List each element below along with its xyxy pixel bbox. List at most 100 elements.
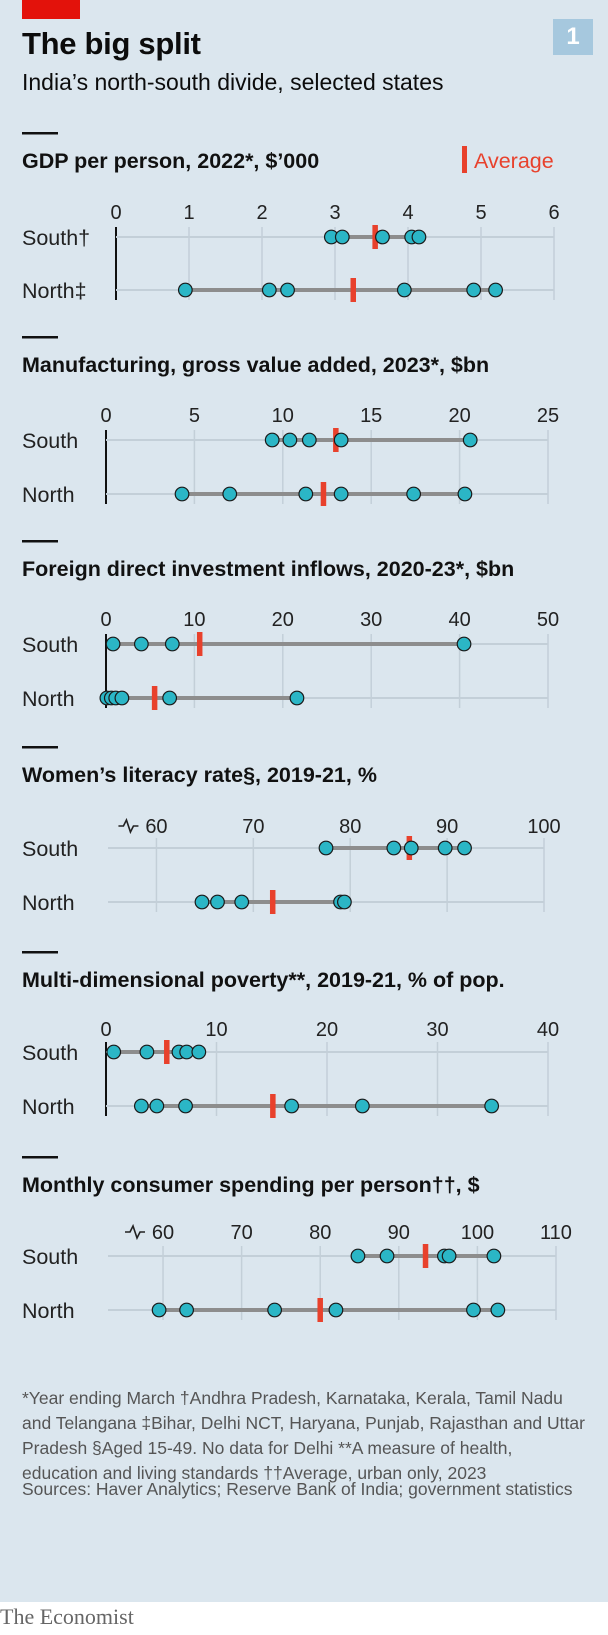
state-dot	[133, 1098, 149, 1114]
tick-label: 90	[388, 1222, 410, 1244]
state-dot	[462, 432, 478, 448]
plot-title: Multi-dimensional poverty**, 2019-21, % …	[22, 968, 505, 992]
tick-label: 70	[230, 1222, 252, 1244]
state-dot	[177, 282, 193, 298]
state-dot	[466, 282, 482, 298]
row-label: South	[22, 633, 78, 657]
tick-label: 80	[309, 1222, 331, 1244]
tick-label: 100	[461, 1222, 494, 1244]
tick-label: 2	[256, 202, 267, 224]
tick-label: 70	[242, 816, 264, 838]
tick-label: 50	[537, 609, 559, 631]
tick-label: 30	[426, 1019, 448, 1041]
state-dot	[328, 1302, 344, 1318]
state-dot	[334, 229, 350, 245]
dot-plot-3: Foreign direct investment inflows, 2020-…	[22, 540, 559, 711]
chart-number-badge: 1	[553, 19, 593, 55]
average-mark	[350, 278, 356, 302]
state-dot	[114, 690, 130, 706]
dot-plot-4: Women’s literacy rate§, 2019-21, % 60 70 80…	[22, 746, 561, 915]
row-label: North	[22, 891, 75, 915]
chart-subtitle: India’s north-south divide, selected sta…	[22, 69, 444, 95]
state-dot	[178, 1098, 193, 1114]
average-mark	[164, 1040, 170, 1064]
state-dot	[386, 840, 402, 856]
state-dot	[333, 486, 349, 502]
state-dot	[179, 1302, 194, 1318]
plot-title: GDP per person, 2022*, $’000	[22, 149, 319, 173]
brand-wordmark: The Economist	[0, 1604, 134, 1629]
dot-plot-5: Multi-dimensional poverty**, 2019-21, % …	[22, 951, 559, 1119]
average-mark	[317, 1298, 323, 1322]
state-dot	[456, 636, 472, 652]
plot-title: Manufacturing, gross value added, 2023*,…	[22, 353, 489, 377]
state-dot	[457, 840, 472, 856]
state-dot	[234, 894, 250, 910]
tick-label: 100	[527, 816, 560, 838]
state-dot	[457, 486, 473, 502]
tick-label: 0	[110, 202, 121, 224]
tick-label: 40	[448, 609, 470, 631]
row-label: North	[22, 1299, 75, 1323]
legend-average-mark	[462, 146, 467, 173]
row-label: North	[22, 483, 75, 507]
charts-area: GDP per person, 2022*, $’000 Average 0 1 2 3 4…	[22, 132, 572, 1323]
tick-label: 60	[145, 816, 167, 838]
state-dot	[267, 1302, 283, 1318]
state-dot	[350, 1248, 366, 1264]
tick-label: 80	[339, 816, 361, 838]
tick-label: 40	[537, 1019, 559, 1041]
average-mark	[320, 482, 327, 506]
state-dot	[164, 636, 180, 652]
tick-label: 90	[436, 816, 458, 838]
tick-label: 4	[402, 202, 413, 224]
state-dot	[437, 840, 453, 856]
state-dot	[222, 486, 238, 502]
dot-plot-2: Manufacturing, gross value added, 2023*,…	[22, 336, 559, 507]
section-rule	[22, 132, 58, 135]
tick-label: 110	[540, 1222, 572, 1244]
state-dot	[441, 1248, 457, 1264]
row-label: South†	[22, 226, 90, 250]
dot-plot-6: Monthly consumer spending per person††, …	[22, 1156, 572, 1323]
state-dot	[133, 636, 149, 652]
state-dot	[261, 282, 277, 298]
state-dot	[301, 432, 317, 448]
state-dot	[411, 229, 427, 245]
sources-note: Sources: Haver Analytics; Reserve Bank o…	[22, 1479, 573, 1499]
average-mark	[196, 632, 203, 656]
state-dot	[284, 1098, 300, 1114]
tick-label: 6	[548, 202, 559, 224]
state-dot	[484, 1098, 500, 1114]
tick-label: 20	[272, 609, 294, 631]
tick-label: 20	[316, 1019, 338, 1041]
state-dot	[289, 690, 305, 706]
state-dot	[105, 636, 121, 652]
state-dot	[151, 1302, 167, 1318]
state-dot	[318, 840, 334, 856]
chart-title: The big split	[22, 26, 201, 61]
state-dot	[264, 432, 280, 448]
row-label: South	[22, 429, 78, 453]
state-dot	[406, 486, 422, 502]
dot-plots-svg: GDP per person, 2022*, $’000 Average 0 1 2 3 4…	[22, 132, 572, 1323]
tick-label: 5	[189, 405, 200, 427]
row-label: North	[22, 1095, 75, 1119]
tick-label: 10	[205, 1019, 227, 1041]
state-dot	[490, 1302, 506, 1318]
state-dot	[149, 1098, 165, 1114]
state-dot	[174, 486, 190, 502]
axis-break-icon	[118, 817, 139, 835]
tick-label: 60	[152, 1222, 174, 1244]
tick-label: 0	[100, 1019, 111, 1041]
state-dot	[403, 840, 419, 856]
tick-label: 10	[183, 609, 205, 631]
row-label: North	[22, 687, 75, 711]
section-rule	[22, 746, 58, 749]
state-dot	[280, 282, 295, 298]
tick-label: 30	[360, 609, 382, 631]
tick-label: 20	[448, 405, 470, 427]
state-dot	[466, 1302, 481, 1318]
axis-break-icon	[125, 1223, 146, 1241]
average-mark	[270, 1094, 276, 1118]
